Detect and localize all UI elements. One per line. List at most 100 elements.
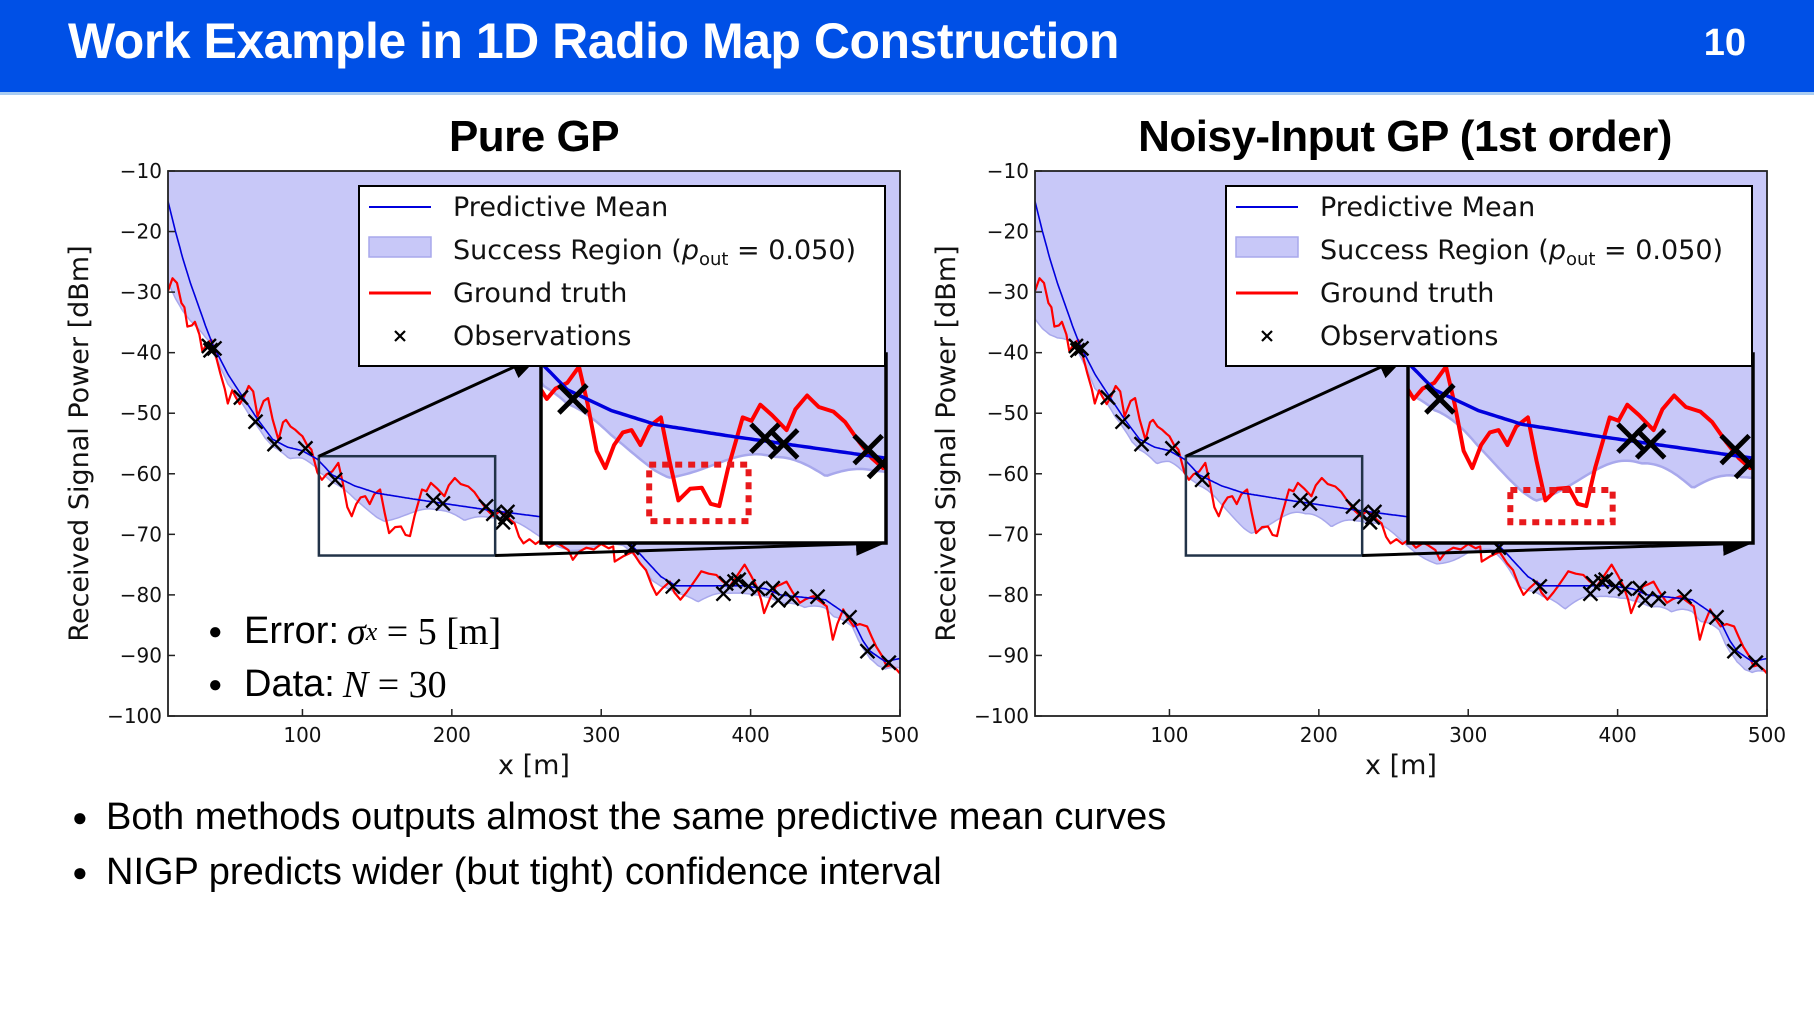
observation-marker — [1364, 509, 1381, 526]
observation-marker — [866, 447, 886, 480]
bullet-dot: ● — [72, 857, 88, 887]
observation-marker — [1503, 607, 1531, 635]
observation-marker — [1597, 571, 1614, 588]
bullet-text: NIGP predicts wider (but tight) confiden… — [106, 851, 942, 893]
observation-marker — [1531, 578, 1548, 595]
observation-marker — [880, 654, 897, 671]
annotation-error-subscript: x — [365, 616, 378, 646]
legend-region-value: = 0.050) — [728, 235, 856, 266]
annotation-error-value: = 5 [m] — [377, 610, 502, 653]
observation-marker — [1069, 342, 1086, 359]
success-region-edge — [1035, 318, 1767, 674]
observation-marker — [664, 578, 681, 595]
y-tick-label: −70 — [120, 522, 162, 546]
observation-marker — [1114, 413, 1131, 430]
bullet-text: Both methods outputs almost the same pre… — [106, 796, 1167, 838]
legend-observation-icon — [1261, 330, 1273, 342]
observation-marker — [1319, 602, 1347, 630]
y-tick-label: −10 — [120, 159, 162, 183]
observation-marker — [1140, 514, 1168, 542]
x-tick-label: 300 — [582, 723, 620, 747]
legend-box — [358, 185, 886, 367]
observation-marker — [1733, 447, 1753, 480]
observation-marker — [841, 609, 858, 626]
observation-marker — [1566, 647, 1594, 675]
legend-region-p: p — [1548, 235, 1566, 266]
slide-header: Work Example in 1D Radio Map Constructio… — [0, 0, 1814, 95]
observation-marker — [1650, 590, 1667, 607]
observation-marker — [266, 436, 283, 452]
observation-marker — [1292, 492, 1309, 509]
observation-marker — [1366, 504, 1383, 520]
bullet-item: ● Both methods outputs almost the same pr… — [72, 790, 1166, 845]
ground-truth-line — [168, 277, 900, 675]
observation-marker — [323, 135, 351, 163]
annotation-data-value: = 30 — [368, 663, 447, 706]
annotation-data: ● Data: N = 30 — [208, 658, 501, 711]
observation-marker — [767, 428, 800, 460]
axes-frame — [167, 170, 901, 717]
x-tick-label: 200 — [1300, 723, 1338, 747]
bullet-item: ● NIGP predicts wider (but tight) confide… — [72, 845, 1166, 900]
observation-marker — [202, 342, 219, 359]
x-axis-label: x [m] — [1365, 750, 1437, 781]
x-tick-label: 400 — [732, 723, 770, 747]
observation-marker — [1100, 389, 1116, 406]
y-tick-label: −30 — [120, 280, 162, 304]
observation-marker — [764, 580, 781, 597]
zoom-inset — [323, 135, 1670, 761]
observation-marker — [1362, 514, 1378, 531]
observation-marker — [247, 413, 264, 430]
legend-box — [1225, 185, 1753, 367]
observation-marker — [499, 504, 516, 520]
chart-title-nigp: Noisy-Input GP (1st order) — [1138, 112, 1672, 161]
x-tick-label: 500 — [1748, 723, 1786, 747]
observation-marker — [1341, 579, 1369, 607]
inset-plot — [323, 135, 1670, 761]
legend: Predictive Mean Success Region (pout = 0.… — [1225, 185, 1753, 367]
observation-marker — [557, 383, 589, 415]
observation-marker — [783, 590, 800, 607]
legend-region-swatch — [368, 236, 432, 258]
y-tick-label: −50 — [987, 401, 1029, 425]
zoom-source-box — [1184, 454, 1364, 557]
observation-marker — [1194, 471, 1211, 488]
predictive-mean-line — [541, 360, 886, 460]
legend-region-text: Success Region ( — [1320, 235, 1549, 266]
observation-marker — [1349, 575, 1377, 603]
observation-marker — [1424, 383, 1456, 415]
legend-observation-label: Observations — [453, 321, 631, 352]
legend-region-sub: out — [1566, 249, 1595, 270]
y-tick-label: −40 — [120, 341, 162, 365]
bullet-dot: ● — [72, 802, 88, 832]
legend-mean-label: Predictive Mean — [453, 192, 668, 223]
legend: Predictive Mean Success Region (pout = 0.… — [358, 185, 886, 367]
observation-marker — [1415, 591, 1443, 619]
slide-title: Work Example in 1D Radio Map Constructio… — [68, 13, 1119, 69]
legend-mean-label: Predictive Mean — [1320, 192, 1535, 223]
y-tick-label: −100 — [107, 704, 162, 728]
x-tick-label: 400 — [1599, 723, 1637, 747]
observation-marker — [495, 514, 511, 531]
observation-marker — [1593, 573, 1610, 590]
observation-marker — [1676, 588, 1693, 605]
page-number: 10 — [1703, 22, 1746, 64]
observation-marker — [1220, 588, 1248, 616]
observation-marker — [1179, 130, 1207, 158]
chart-nigp: −10 −20 −30 −40 −50 −60 −70 −80 −90 −100 100 200 300… — [931, 130, 1786, 781]
chart-pure-gp: −10 −20 −30 −40 −50 −60 −70 −80 −90 −100 100 200 300… — [64, 135, 1670, 781]
zoom-inset — [1179, 130, 1755, 545]
observation-marker — [297, 440, 314, 457]
legend-region-p: p — [681, 235, 699, 266]
observation-marker — [425, 492, 442, 509]
observation-marker — [1642, 733, 1670, 761]
inset-connector-arrow — [318, 354, 541, 458]
observation-marker — [809, 588, 826, 605]
observation-marker — [1164, 440, 1181, 457]
observation-marker — [859, 643, 876, 660]
y-axis-label: Received Signal Power [dBm] — [931, 245, 962, 641]
x-tick-label: 300 — [1449, 723, 1487, 747]
annotation-data-label: Data: — [244, 663, 335, 705]
ground-truth-line — [1035, 277, 1767, 675]
